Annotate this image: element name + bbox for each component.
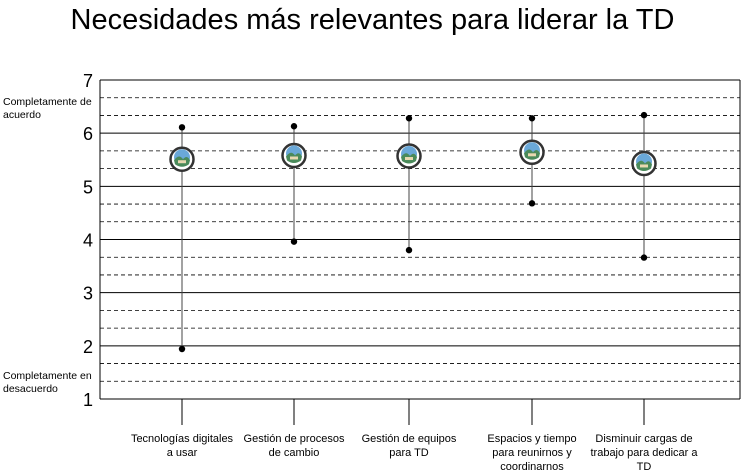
y-tick-label: 4: [83, 231, 93, 251]
x-category-label: Gestión de equipos para TD: [361, 433, 457, 459]
min-point: [178, 345, 186, 353]
y-tick-label: 2: [83, 337, 93, 357]
logo-building: [640, 164, 648, 168]
min-point: [528, 200, 536, 207]
max-point: [178, 124, 186, 131]
min-point: [640, 254, 648, 261]
chart-title: Necesidades más relevantes para liderar …: [70, 4, 675, 36]
x-category-label: Tecnologías digitales a usar: [130, 433, 234, 459]
x-category-label: Gestión de procesos de cambio: [243, 433, 345, 459]
y-tick-label: 1: [83, 390, 93, 410]
logo-building: [405, 157, 413, 161]
max-point: [405, 115, 413, 122]
x-category-label: Espacios y tiempo para reunirnos y coord…: [487, 433, 577, 473]
min-point: [405, 246, 413, 254]
logo-building: [528, 153, 536, 157]
y-tick-label: 7: [83, 71, 93, 91]
max-point: [290, 123, 298, 130]
x-category-label: Disminuir cargas de trabajo para dedicar…: [590, 433, 698, 473]
logo-building: [178, 160, 186, 164]
y-tick-label: 3: [83, 284, 93, 304]
logo-building: [290, 156, 298, 160]
label-top-scale: Completamente de acuerdo: [3, 96, 92, 121]
y-tick-label: 5: [83, 177, 93, 197]
max-point: [640, 111, 648, 119]
max-point: [528, 115, 536, 122]
y-tick-label: 6: [83, 124, 93, 144]
min-point: [290, 238, 298, 245]
label-bottom-scale: Completamente en desacuerdo: [3, 370, 92, 395]
